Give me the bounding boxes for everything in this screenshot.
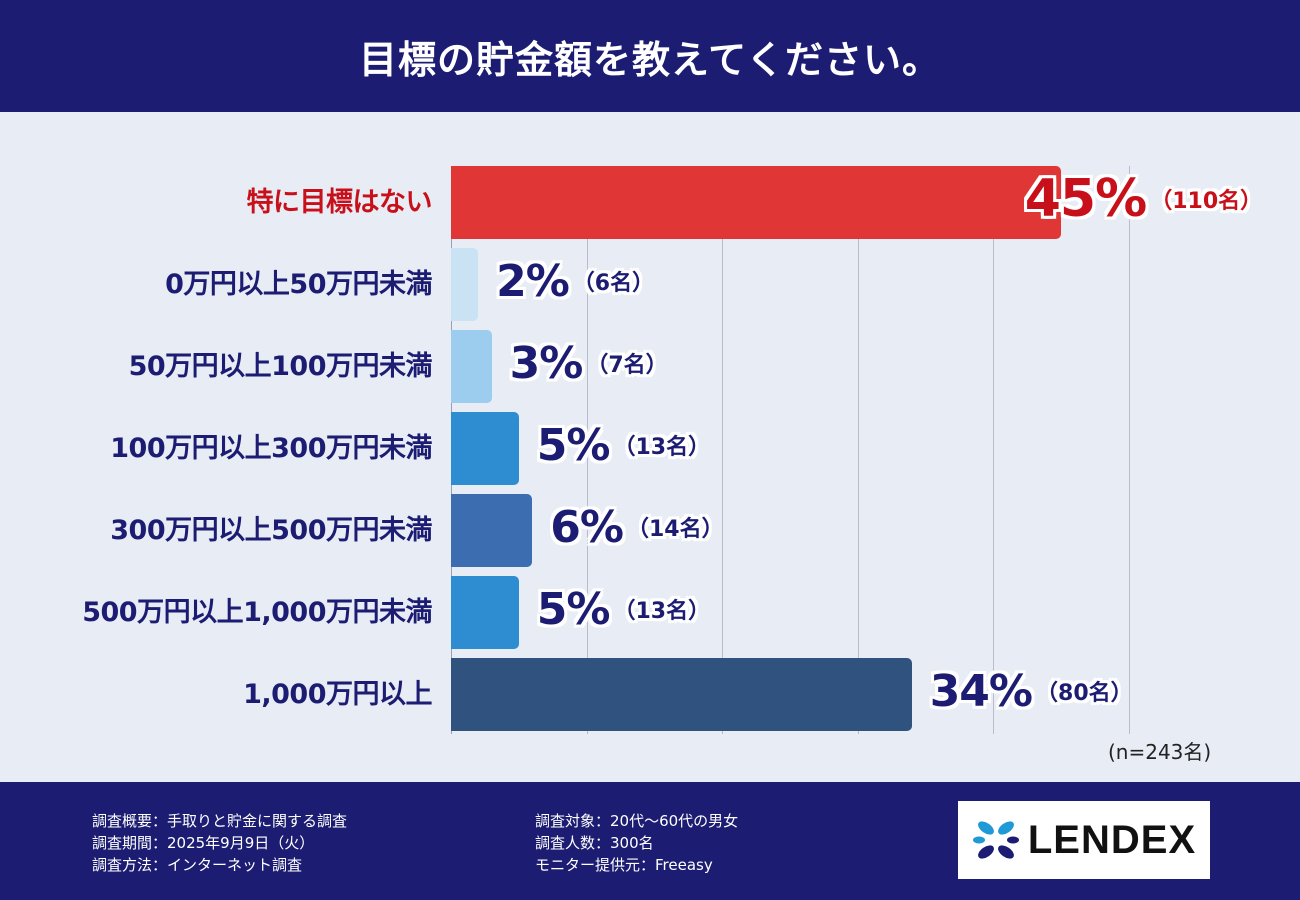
category-label: 特に目標はない (246, 186, 433, 218)
percent-label: 6% (550, 501, 624, 553)
category-label: 50万円以上100万円未満 (128, 350, 433, 382)
count-label: （110名） (1150, 188, 1263, 214)
sample-size-note: (n=243名) (1108, 740, 1212, 764)
category-label: 500万円以上1,000万円未満 (82, 596, 432, 628)
bar (451, 412, 519, 485)
percent-label: 34% (929, 665, 1033, 717)
gridline (1129, 166, 1130, 734)
category-label: 0万円以上50万円未満 (165, 268, 432, 300)
bar (451, 330, 492, 403)
survey-info-line: 調査人数：300名 (535, 834, 654, 852)
category-label: 1,000万円以上 (243, 678, 432, 710)
gridline (993, 166, 994, 734)
logo-text: LENDEX (1027, 817, 1197, 862)
value-label: 34% （80名） (930, 666, 1133, 717)
percent-label: 2% (496, 255, 570, 307)
survey-info-line: 調査対象：20代〜60代の男女 (535, 812, 739, 830)
percent-label: 3% (509, 337, 584, 389)
survey-info-line: 調査方法：インターネット調査 (92, 856, 303, 874)
page-title: 目標の貯金額を教えてください。 (359, 37, 941, 82)
lendex-logo: LENDEX (958, 801, 1210, 879)
category-label: 300万円以上500万円未満 (110, 514, 432, 546)
survey-overview-column: 調査概要：手取りと貯金に関する調査 調査期間：2025年9月9日（火） 調査方法… (92, 810, 347, 876)
gridline (858, 166, 859, 734)
value-label: 3% （7名） (510, 338, 668, 389)
survey-info-line: モニター提供元：Freeasy (535, 856, 713, 874)
bar (451, 166, 1061, 239)
count-label: （7名） (586, 353, 668, 378)
gridline (587, 166, 588, 734)
count-label: （80名） (1036, 681, 1133, 706)
survey-info-line: 調査概要：手取りと貯金に関する調査 (92, 812, 348, 830)
percent-label: 5% (536, 583, 611, 635)
value-label: 2% （6名） (496, 256, 654, 307)
value-label: 6% （14名） (550, 502, 723, 553)
bar (451, 494, 533, 567)
count-label: （13名） (613, 435, 711, 460)
count-label: （13名） (613, 599, 711, 624)
bar (451, 576, 519, 649)
count-label: （6名） (572, 271, 655, 296)
lendex-flower-icon (972, 821, 1019, 859)
bar-chart: (n=243名) 特に目標はない 45% （110名） 0万円以上50万円未満 2% （6… (0, 112, 1300, 782)
value-label: 5% （13名） (537, 420, 710, 471)
value-label: 5% （13名） (537, 584, 710, 635)
category-label: 100万円以上300万円未満 (110, 432, 432, 464)
value-label: 45% （110名） (1025, 169, 1262, 229)
gridline (722, 166, 723, 734)
header-banner: 目標の貯金額を教えてください。 (0, 0, 1300, 112)
footer: 調査概要：手取りと貯金に関する調査 調査期間：2025年9月9日（火） 調査方法… (0, 782, 1300, 900)
count-label: （14名） (627, 517, 724, 542)
survey-info-line: 調査期間：2025年9月9日（火） (92, 834, 315, 852)
percent-label: 5% (536, 419, 611, 471)
bar (451, 658, 912, 731)
bar (451, 248, 479, 321)
survey-target-column: 調査対象：20代〜60代の男女 調査人数：300名 モニター提供元：Freeas… (535, 810, 738, 876)
percent-label: 45% (1024, 168, 1147, 229)
